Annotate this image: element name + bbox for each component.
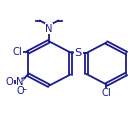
Text: N: N <box>16 77 24 87</box>
Text: O: O <box>17 86 25 96</box>
Text: S: S <box>75 48 82 58</box>
Text: +: + <box>20 76 26 82</box>
Text: Cl: Cl <box>13 47 23 57</box>
Text: −: − <box>22 87 27 93</box>
Text: N: N <box>45 24 53 34</box>
Text: O: O <box>6 77 13 87</box>
Text: Cl: Cl <box>102 88 111 98</box>
